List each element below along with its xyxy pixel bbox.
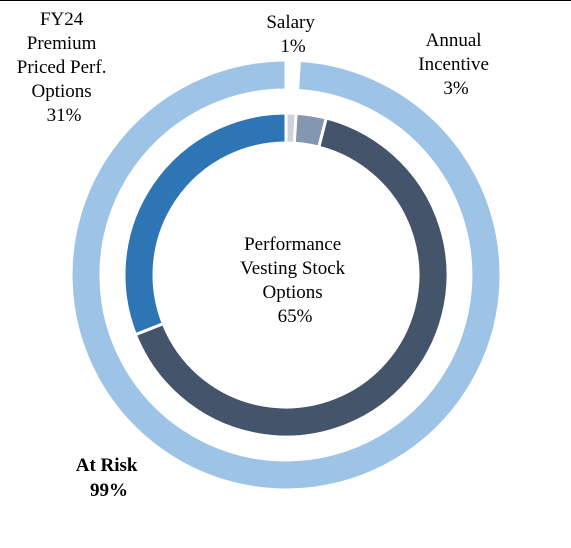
label-fy24-line: Options (32, 81, 92, 102)
inner-ring (122, 111, 450, 439)
label-fy24-line: Premium (27, 33, 97, 54)
label-at-risk: At Risk 99% (76, 455, 143, 501)
label-salary-line: Salary (266, 12, 315, 33)
label-annual-incentive: Annual Incentive 3% (418, 30, 493, 99)
label-annual-line: Incentive (418, 54, 489, 75)
inner-segment-performance-vesting-stock-options (133, 116, 450, 439)
label-annual-line: 3% (443, 78, 469, 99)
outer-segment-at-risk (69, 58, 503, 492)
label-center-line: Performance (244, 234, 341, 255)
label-center-line: 65% (278, 306, 313, 327)
top-border-line (0, 0, 571, 1)
label-salary-line: 1% (280, 36, 306, 57)
label-atrisk-line: 99% (90, 480, 128, 501)
label-center-line: Options (263, 282, 323, 303)
inner-segment-fy24-premium-priced-perf-options (122, 111, 288, 337)
label-salary: Salary 1% (266, 12, 319, 57)
label-performance-vesting: Performance Vesting Stock Options 65% (240, 234, 350, 327)
label-atrisk-line: At Risk (76, 455, 138, 476)
label-fy24-premium-options: FY24 Premium Priced Perf. Options 31% (17, 9, 111, 126)
label-fy24-line: FY24 (40, 9, 84, 30)
label-center-line: Vesting Stock (240, 258, 346, 279)
outer-ring (69, 58, 503, 492)
label-annual-line: Annual (426, 30, 482, 51)
label-fy24-line: Priced Perf. (17, 57, 107, 78)
label-fy24-line: 31% (47, 105, 82, 126)
